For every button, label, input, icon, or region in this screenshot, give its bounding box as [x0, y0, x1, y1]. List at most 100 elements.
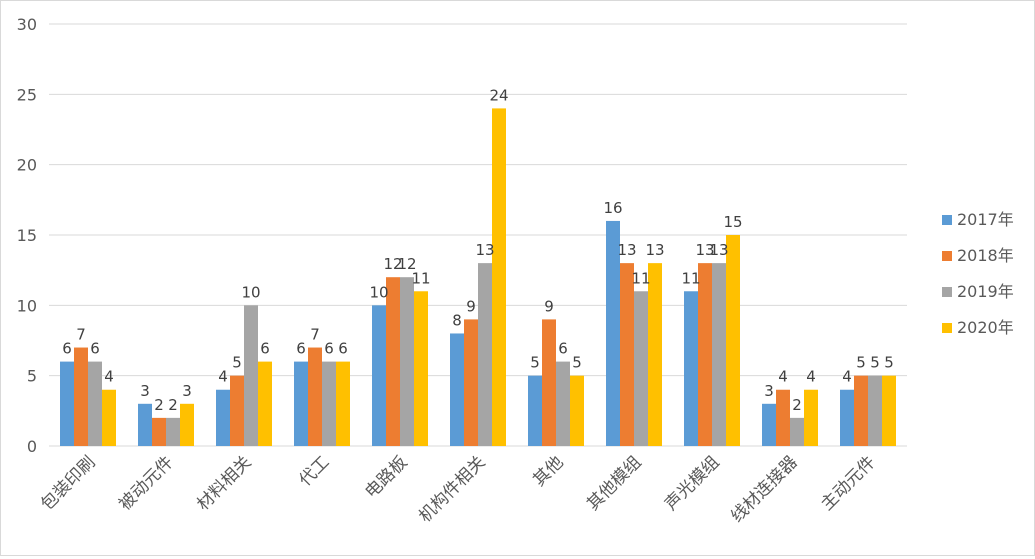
x-tick-label: 其他模组	[583, 452, 645, 514]
y-tick-label: 25	[17, 85, 37, 104]
bar	[308, 347, 322, 446]
bar	[74, 347, 88, 446]
bar	[570, 375, 584, 446]
data-label: 3	[182, 382, 192, 400]
data-label: 16	[603, 199, 622, 217]
x-tick-label: 机构件相关	[415, 452, 489, 526]
bar	[698, 263, 712, 446]
y-tick-label: 15	[17, 226, 37, 245]
bar	[542, 319, 556, 446]
y-tick-label: 10	[17, 296, 37, 315]
data-label: 6	[324, 340, 334, 358]
bar	[180, 403, 194, 446]
bar	[762, 403, 776, 446]
data-label: 4	[842, 368, 852, 386]
bar	[450, 333, 464, 446]
data-label: 13	[709, 241, 728, 259]
bar	[854, 375, 868, 446]
data-label: 13	[617, 241, 636, 259]
x-tick-label: 电路板	[361, 452, 411, 502]
data-label: 2	[154, 396, 164, 414]
bar	[606, 220, 620, 446]
data-label: 6	[296, 340, 306, 358]
data-label: 6	[260, 340, 270, 358]
bar	[372, 305, 386, 446]
bar	[88, 361, 102, 446]
y-tick-label: 0	[27, 437, 37, 456]
data-label: 2	[792, 396, 802, 414]
bar	[726, 235, 740, 446]
x-tick-label: 被动元件	[115, 452, 177, 514]
bar	[634, 291, 648, 446]
data-label: 9	[544, 297, 554, 315]
bar	[556, 361, 570, 446]
x-tick-label: 线材连接器	[727, 452, 801, 526]
bar	[230, 375, 244, 446]
data-label: 4	[778, 368, 788, 386]
bar	[684, 291, 698, 446]
bar	[492, 108, 506, 447]
bar	[216, 389, 230, 446]
legend-swatch	[942, 251, 952, 261]
data-label: 7	[76, 326, 86, 344]
data-label: 12	[383, 255, 402, 273]
bar	[528, 375, 542, 446]
data-label: 6	[338, 340, 348, 358]
bar	[464, 319, 478, 446]
data-label: 5	[232, 354, 242, 372]
bar	[414, 291, 428, 446]
legend-label: 2019年	[957, 282, 1014, 301]
bar	[804, 389, 818, 446]
data-label: 6	[558, 340, 568, 358]
x-tick-label: 声光模组	[661, 452, 723, 514]
x-tick-label: 包装印刷	[37, 452, 99, 514]
bar	[102, 389, 116, 446]
data-label: 11	[411, 269, 430, 287]
data-label: 11	[681, 269, 700, 287]
bar	[138, 403, 152, 446]
bar	[840, 389, 854, 446]
bar	[244, 305, 258, 446]
bar	[152, 417, 166, 446]
data-label: 10	[369, 283, 388, 301]
data-label: 6	[62, 340, 72, 358]
legend: 2017年 2018年 2019年 2020年	[942, 210, 1014, 337]
data-label: 4	[104, 368, 114, 386]
x-tick-label: 主动元件	[817, 452, 879, 514]
data-label: 5	[572, 354, 582, 372]
legend-label: 2017年	[957, 210, 1014, 229]
data-label: 3	[140, 382, 150, 400]
data-label: 11	[631, 269, 650, 287]
bar	[258, 361, 272, 446]
x-tick-label: 材料相关	[193, 452, 255, 514]
bar	[60, 361, 74, 446]
legend-swatch	[942, 323, 952, 333]
bar	[648, 263, 662, 446]
y-tick-label: 20	[17, 156, 37, 175]
y-tick-label: 5	[27, 367, 37, 386]
bars	[60, 108, 896, 447]
bar	[336, 361, 350, 446]
data-label: 15	[723, 213, 742, 231]
data-label: 5	[884, 354, 894, 372]
bar	[166, 417, 180, 446]
data-label: 2	[168, 396, 178, 414]
data-label: 4	[218, 368, 228, 386]
data-label: 4	[806, 368, 816, 386]
data-label: 7	[310, 326, 320, 344]
bar	[620, 263, 634, 446]
legend-label: 2020年	[957, 318, 1014, 337]
data-label: 5	[530, 354, 540, 372]
legend-swatch	[942, 287, 952, 297]
data-label: 5	[856, 354, 866, 372]
data-label: 5	[870, 354, 880, 372]
bar	[478, 263, 492, 446]
bar	[322, 361, 336, 446]
bar	[882, 375, 896, 446]
data-label: 10	[241, 283, 260, 301]
data-label: 13	[475, 241, 494, 259]
data-label: 12	[397, 255, 416, 273]
